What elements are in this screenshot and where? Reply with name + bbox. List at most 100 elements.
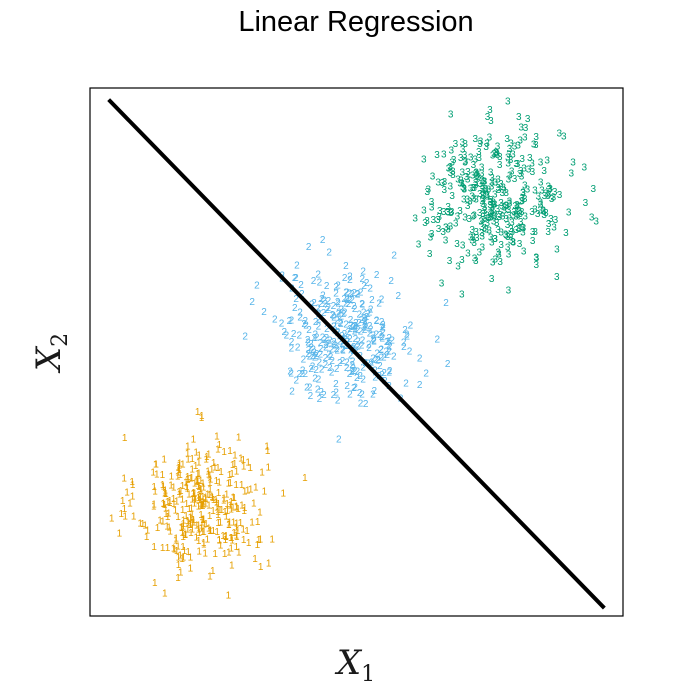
data-point-class-1: 1 [201,527,207,538]
data-point-class-1: 1 [200,515,206,526]
data-point-class-3: 3 [534,260,540,271]
data-point-class-1: 1 [191,515,197,526]
data-point-class-3: 3 [538,197,544,208]
data-point-class-1: 1 [227,478,233,489]
data-point-class-1: 1 [189,495,195,506]
data-point-class-1: 1 [162,588,168,599]
data-point-class-3: 3 [500,202,506,213]
data-point-class-2: 2 [364,312,370,323]
data-point-class-2: 2 [272,314,278,325]
data-point-class-3: 3 [520,193,526,204]
data-point-class-3: 3 [427,249,433,260]
data-point-class-3: 3 [480,190,486,201]
data-point-class-2: 2 [376,298,382,309]
data-point-class-2: 2 [341,309,347,320]
data-point-class-2: 2 [344,363,350,374]
data-point-class-1: 1 [124,487,130,498]
data-point-class-2: 2 [368,305,374,316]
data-point-class-1: 1 [185,449,191,460]
data-point-class-1: 1 [223,532,229,543]
data-point-class-3: 3 [422,218,428,229]
data-point-class-3: 3 [440,178,446,189]
data-point-class-2: 2 [319,365,325,376]
data-point-class-3: 3 [525,185,531,196]
data-point-class-3: 3 [469,192,475,203]
data-point-class-1: 1 [151,482,157,493]
data-point-class-2: 2 [350,356,356,367]
data-point-class-2: 2 [339,339,345,350]
data-point-class-2: 2 [307,351,313,362]
data-point-class-1: 1 [199,499,205,510]
data-point-class-2: 2 [401,342,407,353]
data-point-class-2: 2 [402,325,408,336]
data-point-class-3: 3 [466,214,472,225]
data-point-class-3: 3 [478,216,484,227]
data-point-class-3: 3 [486,184,492,195]
data-point-class-2: 2 [333,288,339,299]
data-point-class-1: 1 [223,511,229,522]
data-point-class-1: 1 [200,527,206,538]
y-axis-label-symbol: X [29,345,69,374]
data-point-class-1: 1 [206,450,212,461]
data-point-class-1: 1 [228,544,234,555]
data-point-class-2: 2 [303,316,309,327]
data-point-class-1: 1 [206,523,212,534]
data-point-class-1: 1 [198,476,204,487]
data-point-class-2: 2 [287,367,293,378]
data-point-class-2: 2 [330,310,336,321]
data-point-class-1: 1 [247,463,253,474]
data-point-class-3: 3 [520,188,526,199]
data-point-class-2: 2 [312,333,318,344]
data-point-class-3: 3 [479,169,485,180]
data-point-class-1: 1 [196,490,202,501]
data-point-class-3: 3 [429,203,435,214]
data-point-class-2: 2 [313,365,319,376]
data-point-class-1: 1 [163,503,169,514]
data-point-class-2: 2 [384,350,390,361]
data-point-class-1: 1 [226,520,232,531]
data-point-class-3: 3 [492,200,498,211]
data-point-class-1: 1 [157,516,163,527]
data-point-class-2: 2 [359,315,365,326]
data-point-class-2: 2 [316,322,322,333]
data-point-class-3: 3 [481,189,487,200]
data-point-class-3: 3 [589,212,595,223]
data-point-class-2: 2 [358,327,364,338]
data-point-class-1: 1 [184,499,190,510]
data-point-class-3: 3 [489,173,495,184]
data-point-class-2: 2 [320,235,326,246]
data-point-class-1: 1 [212,549,218,560]
data-point-class-1: 1 [229,561,235,572]
data-point-class-2: 2 [357,388,363,399]
data-point-class-1: 1 [177,490,183,501]
data-point-class-3: 3 [538,178,544,189]
data-point-class-1: 1 [216,499,222,510]
data-point-class-3: 3 [519,207,525,218]
data-point-class-1: 1 [196,528,202,539]
data-point-class-3: 3 [503,188,509,199]
data-point-class-2: 2 [357,309,363,320]
data-point-class-3: 3 [472,254,478,265]
data-point-class-2: 2 [344,293,350,304]
data-point-class-3: 3 [483,185,489,196]
data-point-class-2: 2 [306,345,312,356]
data-point-class-3: 3 [441,207,447,218]
data-point-class-2: 2 [377,330,383,341]
data-point-class-1: 1 [229,533,235,544]
data-point-class-2: 2 [297,308,303,319]
data-point-class-1: 1 [208,526,214,537]
data-point-class-1: 1 [235,504,241,515]
data-point-class-3: 3 [474,171,480,182]
plot-frame [89,87,624,617]
data-point-class-2: 2 [445,359,451,370]
data-point-class-2: 2 [404,332,410,343]
data-point-class-3: 3 [447,256,453,267]
data-point-class-3: 3 [517,239,523,250]
data-point-class-1: 1 [191,489,197,500]
data-point-class-2: 2 [329,356,335,367]
data-point-class-2: 2 [299,289,305,300]
data-point-class-1: 1 [230,503,236,514]
data-point-class-2: 2 [375,355,381,366]
data-point-class-1: 1 [201,540,207,551]
data-point-class-3: 3 [538,199,544,210]
